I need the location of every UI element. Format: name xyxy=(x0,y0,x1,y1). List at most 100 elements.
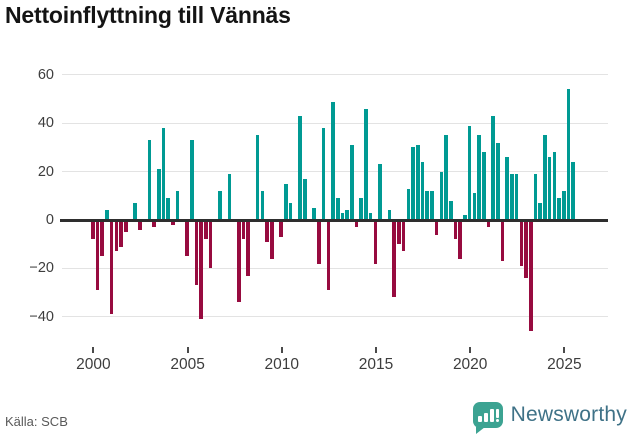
bar xyxy=(288,203,293,220)
brand-name: Newsworthy xyxy=(510,403,627,426)
bar xyxy=(566,89,571,220)
bar xyxy=(543,135,547,220)
bar xyxy=(123,220,128,233)
bar xyxy=(284,183,288,220)
bar xyxy=(430,190,434,220)
bar xyxy=(331,101,335,220)
bar xyxy=(156,169,161,220)
bar xyxy=(364,108,368,220)
bar xyxy=(547,157,552,220)
bar xyxy=(302,178,307,220)
bar xyxy=(392,220,397,298)
chart-title: Nettoinflyttning till Vännäs xyxy=(5,2,291,28)
bar xyxy=(510,174,514,220)
bar xyxy=(171,220,175,225)
bar xyxy=(524,220,528,278)
bar xyxy=(326,220,331,291)
bar xyxy=(439,171,444,220)
bar xyxy=(571,161,575,220)
bar xyxy=(317,220,321,264)
bar xyxy=(138,220,142,230)
bar xyxy=(312,207,316,220)
x-axis-label: 2010 xyxy=(264,356,300,373)
bar xyxy=(166,198,170,220)
bar xyxy=(321,128,326,220)
y-axis-label: 0 xyxy=(45,212,54,228)
bar xyxy=(491,116,495,220)
bar xyxy=(519,220,524,266)
bar xyxy=(481,152,486,220)
bar xyxy=(133,203,137,220)
bar xyxy=(147,140,152,220)
bar xyxy=(477,135,481,220)
bar xyxy=(557,198,561,220)
bar xyxy=(463,215,467,220)
gridline xyxy=(62,267,608,269)
bar xyxy=(458,220,462,259)
bar xyxy=(246,220,251,276)
bar xyxy=(161,128,166,220)
gridline xyxy=(62,171,608,173)
bar xyxy=(189,140,194,220)
bar xyxy=(279,220,283,237)
x-axis-tick xyxy=(186,347,189,353)
bar xyxy=(152,220,156,228)
bar xyxy=(354,220,359,228)
bar xyxy=(500,220,505,262)
x-axis-tick xyxy=(375,347,377,353)
y-axis-label: 20 xyxy=(37,163,54,180)
bar xyxy=(552,152,557,220)
bar xyxy=(529,220,533,332)
bar xyxy=(387,210,392,220)
source-caption: Källa: SCB xyxy=(5,414,68,429)
x-axis-tick xyxy=(92,347,95,353)
bar xyxy=(359,198,364,220)
bar xyxy=(401,220,406,252)
x-axis-label: 2025 xyxy=(547,356,582,373)
bar xyxy=(415,145,420,220)
bar xyxy=(373,220,378,264)
bar xyxy=(109,220,114,315)
bar xyxy=(119,220,123,247)
x-axis-label: 2000 xyxy=(76,356,111,373)
bar xyxy=(105,210,109,220)
bar xyxy=(444,135,448,220)
bar xyxy=(406,188,411,220)
bar xyxy=(397,220,401,245)
bar xyxy=(298,116,302,220)
gridline xyxy=(62,122,608,124)
bar xyxy=(411,147,415,220)
bar xyxy=(208,220,213,269)
bar xyxy=(237,220,241,303)
x-axis-tick xyxy=(563,347,566,353)
bar xyxy=(496,142,500,220)
bar xyxy=(350,145,354,220)
gridline xyxy=(62,74,608,76)
bar xyxy=(204,220,208,240)
bar xyxy=(194,220,199,286)
y-axis-label: 60 xyxy=(37,66,54,83)
bar xyxy=(434,220,439,235)
zero-axis-line xyxy=(60,218,608,222)
bar xyxy=(345,210,349,220)
bar xyxy=(472,193,477,220)
bar xyxy=(91,220,95,240)
bar xyxy=(269,220,274,259)
bar xyxy=(95,220,100,291)
gridline xyxy=(62,316,608,318)
x-axis-label: 2005 xyxy=(170,356,205,373)
x-axis-tick xyxy=(280,347,283,353)
bar xyxy=(265,220,269,242)
bar xyxy=(514,174,519,220)
bar xyxy=(448,200,453,220)
bar xyxy=(100,220,104,257)
bar xyxy=(368,212,373,220)
newsworthy-logo[interactable]: Newsworthy xyxy=(472,402,627,434)
bar xyxy=(218,190,222,220)
x-axis-tick xyxy=(469,347,472,353)
bar xyxy=(340,212,345,220)
bar xyxy=(453,220,458,240)
bar xyxy=(425,190,429,220)
bar xyxy=(467,125,472,220)
